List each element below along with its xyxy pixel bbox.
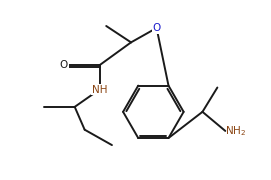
Text: NH$_2$: NH$_2$ (225, 124, 246, 138)
Text: NH: NH (92, 84, 107, 95)
Text: O: O (153, 23, 161, 33)
Text: O: O (59, 60, 68, 70)
